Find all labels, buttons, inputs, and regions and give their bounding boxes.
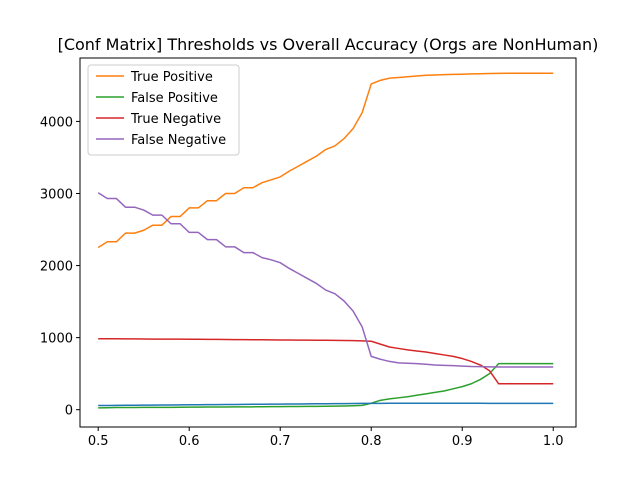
series-line-2: [98, 362, 554, 409]
x-tick-label: 1.0: [543, 434, 564, 449]
y-tick-label: 4000: [40, 115, 73, 130]
legend: True Positive False Positive True Negative…: [87, 64, 240, 156]
legend-label: False Negative: [131, 133, 226, 148]
legend-box: [87, 64, 240, 156]
legend-label: True Positive: [130, 70, 213, 85]
plot-frame: [79, 57, 577, 428]
tick-marks: 0.5 0.6 0.7 0.8 0.9 1.0 0 1000 2000 3000 4000: [40, 115, 564, 449]
x-tick-label: 0.8: [361, 434, 382, 449]
legend-label: False Positive: [131, 91, 218, 106]
y-tick-label: 2000: [40, 260, 73, 275]
y-tick-label: 3000: [40, 187, 73, 202]
series-line-3: [98, 337, 554, 385]
x-tick-label: 0.5: [88, 434, 109, 449]
x-tick-label: 0.7: [270, 434, 291, 449]
y-tick-label: 1000: [40, 332, 73, 347]
x-tick-label: 0.9: [452, 434, 473, 449]
series-lines: [97, 72, 554, 409]
x-tick-label: 0.6: [179, 434, 200, 449]
series-line-4: [97, 192, 554, 368]
legend-label: True Negative: [130, 112, 221, 127]
series-line-5: [98, 402, 554, 407]
series-line-1: [97, 72, 554, 249]
chart-title: [Conf Matrix] Thresholds vs Overall Accu…: [58, 35, 599, 54]
y-tick-label: 0: [65, 404, 73, 419]
